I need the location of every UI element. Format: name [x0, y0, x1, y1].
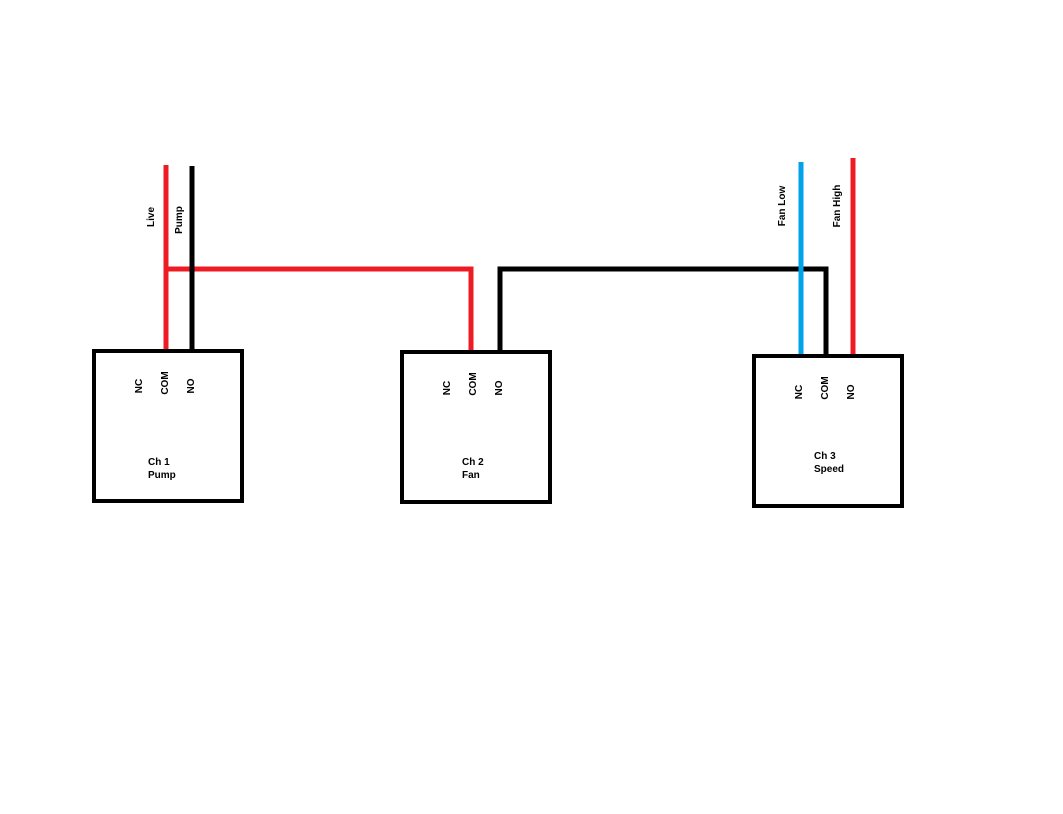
relay-ch3-box	[752, 354, 904, 508]
relay-ch1-channel: Ch 1	[148, 457, 170, 468]
live-bridge-wire	[166, 266, 474, 351]
fan-link-wire	[497, 266, 829, 355]
relay-ch2: NC COM NO Ch 2 Fan	[400, 350, 552, 504]
fan-low-wire-label: Fan Low	[777, 186, 788, 227]
relay-ch3-no-label: NO	[846, 384, 857, 399]
relay-ch2-box	[400, 350, 552, 504]
wires	[163, 158, 856, 355]
relay-ch1-no-label: NO	[186, 378, 197, 393]
relay-ch2-com-label: COM	[468, 372, 479, 395]
relay-ch1-nc-label: NC	[134, 379, 145, 393]
relay-ch2-channel: Ch 2	[462, 457, 484, 468]
relay-ch3-com-label: COM	[820, 376, 831, 399]
relay-ch1-com-label: COM	[160, 371, 171, 394]
pump-wire-label: Pump	[174, 206, 185, 234]
relay-ch2-no-label: NO	[494, 380, 505, 395]
relay-ch1-box	[92, 349, 244, 503]
relay-ch3-nc-label: NC	[794, 385, 805, 399]
relay-ch2-function: Fan	[462, 470, 480, 481]
relay-ch3-function: Speed	[814, 464, 844, 475]
live-wire-label: Live	[146, 207, 157, 227]
relay-ch1: NC COM NO Ch 1 Pump	[92, 349, 244, 503]
relay-ch3-channel: Ch 3	[814, 451, 836, 462]
relay-ch3: NC COM NO Ch 3 Speed	[752, 354, 904, 508]
relay-ch1-function: Pump	[148, 470, 176, 481]
relay-ch2-nc-label: NC	[442, 381, 453, 395]
fan-high-wire-label: Fan High	[832, 185, 843, 228]
